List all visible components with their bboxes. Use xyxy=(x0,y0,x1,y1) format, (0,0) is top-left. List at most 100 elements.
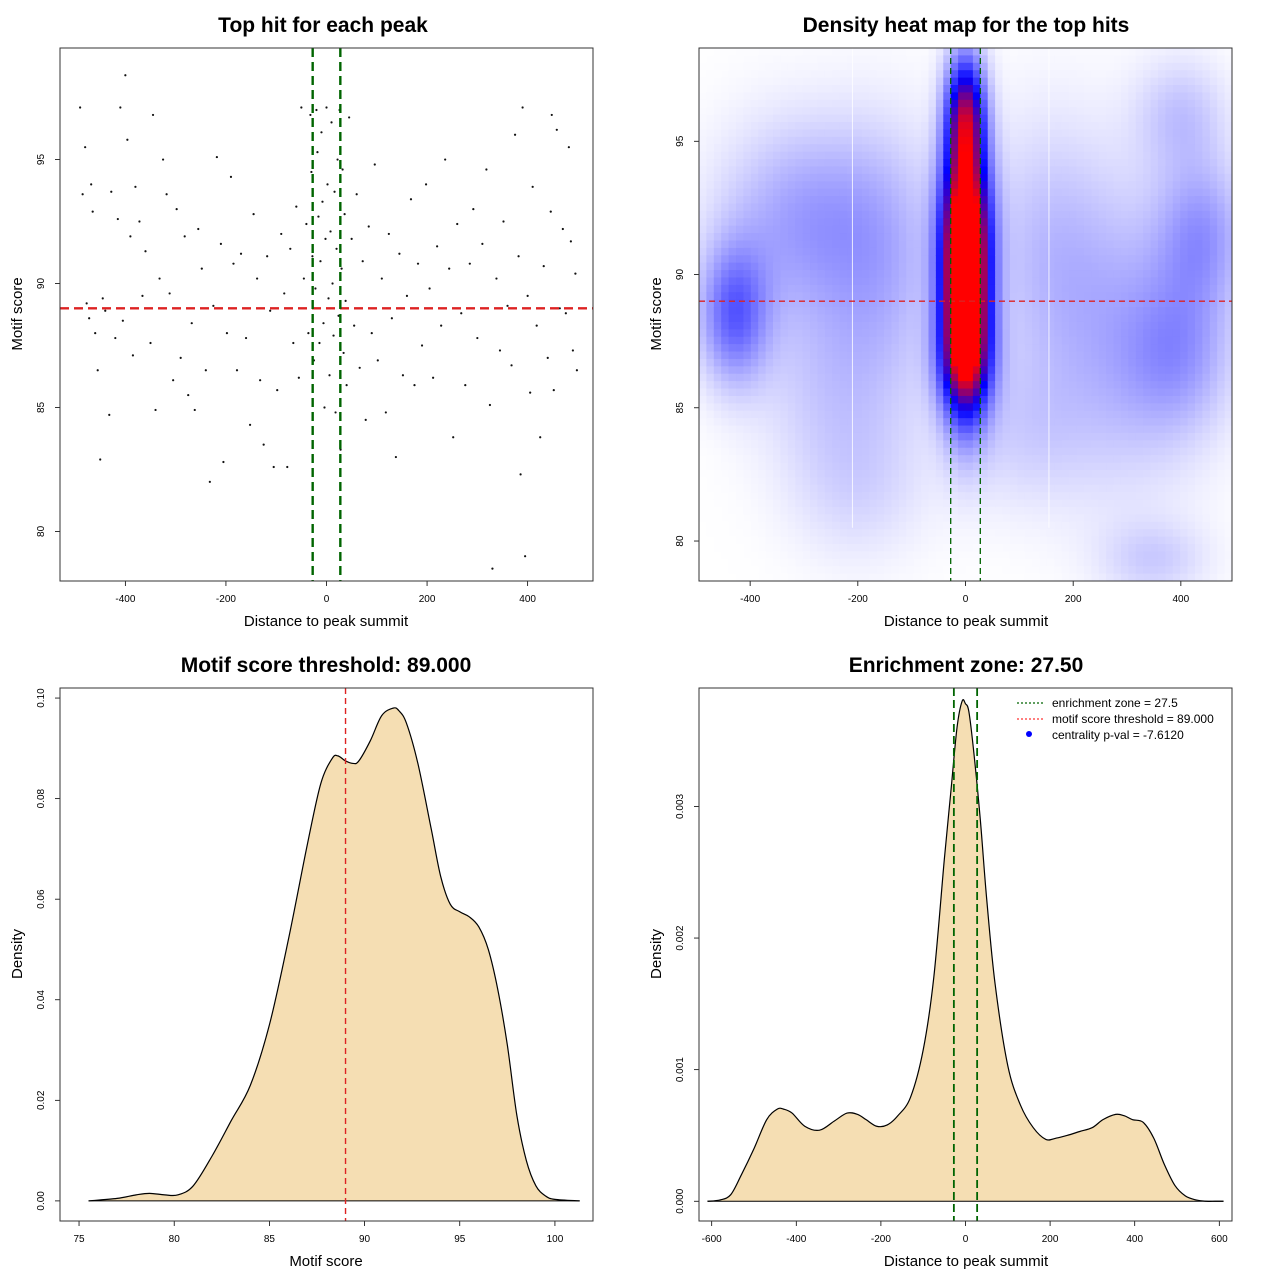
heatmap-cell xyxy=(1172,136,1181,145)
heatmap-cell xyxy=(1054,262,1063,271)
heatmap-cell xyxy=(787,218,796,227)
heatmap-cell xyxy=(995,225,1004,234)
heatmap-cell xyxy=(1165,529,1174,538)
heatmap-cell xyxy=(847,344,856,353)
heatmap-cell xyxy=(884,270,893,279)
heatmap-cell xyxy=(1143,566,1152,575)
heatmap-cell xyxy=(1002,469,1011,478)
heatmap-cell xyxy=(699,403,708,412)
heatmap-cell xyxy=(958,373,967,382)
heatmap-cell xyxy=(736,166,745,175)
heatmap-cell xyxy=(839,492,848,501)
heatmap-cell xyxy=(1113,477,1122,486)
heatmap-cell xyxy=(1098,566,1107,575)
heatmap-cell xyxy=(898,366,907,375)
heatmap-cell xyxy=(1054,196,1063,205)
heatmap-cell xyxy=(847,358,856,367)
heatmap-cell xyxy=(1091,492,1100,501)
heatmap-cell xyxy=(898,425,907,434)
heatmap-cell xyxy=(958,299,967,308)
data-point xyxy=(239,252,243,255)
heatmap-cell xyxy=(935,484,944,493)
heatmap-cell xyxy=(921,99,930,108)
heatmap-cell xyxy=(699,99,708,108)
heatmap-cell xyxy=(906,136,915,145)
heatmap-cell xyxy=(758,270,767,279)
heatmap-cell xyxy=(1150,92,1159,101)
heatmap-cell xyxy=(898,48,907,57)
heatmap-cell xyxy=(1054,299,1063,308)
heatmap-cell xyxy=(1002,181,1011,190)
heatmap-cell xyxy=(1032,462,1041,471)
heatmap-cell xyxy=(1009,159,1018,168)
heatmap-cell xyxy=(965,499,974,508)
heatmap-cell xyxy=(795,344,804,353)
heatmap-cell xyxy=(913,462,922,471)
heatmap-cell xyxy=(1157,136,1166,145)
heatmap-cell xyxy=(913,203,922,212)
heatmap-cell xyxy=(699,381,708,390)
heatmap-cell xyxy=(891,203,900,212)
heatmap-cell xyxy=(1172,129,1181,138)
heatmap-cell xyxy=(713,307,722,316)
data-point xyxy=(476,336,479,340)
heatmap-cell xyxy=(1135,314,1144,323)
heatmap-cell xyxy=(817,344,826,353)
heatmap-cell xyxy=(728,136,737,145)
heatmap-cell xyxy=(713,566,722,575)
heatmap-cell xyxy=(980,210,989,219)
heatmap-cell xyxy=(728,107,737,116)
heatmap-cell xyxy=(817,351,826,360)
heatmap-cell xyxy=(1143,455,1152,464)
heatmap-cell xyxy=(906,107,915,116)
heatmap-cell xyxy=(728,551,737,560)
heatmap-cell xyxy=(1165,477,1174,486)
heatmap-cell xyxy=(787,159,796,168)
heatmap-cell xyxy=(1083,558,1092,567)
heatmap-cell xyxy=(1076,107,1085,116)
heatmap-cell xyxy=(773,358,782,367)
heatmap-cell xyxy=(1083,159,1092,168)
heatmap-cell xyxy=(1039,403,1048,412)
heatmap-cell xyxy=(972,85,981,94)
heatmap-cell xyxy=(1046,403,1055,412)
heatmap-cell xyxy=(795,403,804,412)
heatmap-cell xyxy=(1157,455,1166,464)
heatmap-cell xyxy=(935,344,944,353)
heatmap-cell xyxy=(1128,136,1137,145)
data-point xyxy=(126,138,129,141)
heatmap-cell xyxy=(869,262,878,271)
heatmap-cell xyxy=(787,469,796,478)
heatmap-cell xyxy=(1135,403,1144,412)
data-point xyxy=(569,240,572,243)
heatmap-cell xyxy=(780,455,789,464)
heatmap-cell xyxy=(884,403,893,412)
heatmap-cell xyxy=(721,395,730,404)
heatmap-cell xyxy=(921,366,930,375)
heatmap-cell xyxy=(1106,351,1115,360)
heatmap-cell xyxy=(780,55,789,64)
heatmap-cell xyxy=(839,225,848,234)
heatmap-cell xyxy=(773,292,782,301)
heatmap-cell xyxy=(1120,85,1129,94)
heatmap-cell xyxy=(802,499,811,508)
heatmap-cell xyxy=(810,440,819,449)
heatmap-cell xyxy=(721,262,730,271)
heatmap-cell xyxy=(965,321,974,330)
heatmap-cell xyxy=(854,114,863,123)
heatmap-cell xyxy=(1113,203,1122,212)
heatmap-cell xyxy=(824,277,833,286)
heatmap-cell xyxy=(972,299,981,308)
heatmap-cell xyxy=(943,292,952,301)
heatmap-cell xyxy=(958,62,967,71)
heatmap-cell xyxy=(1046,247,1055,256)
heatmap-cell xyxy=(706,107,715,116)
data-point xyxy=(84,146,87,149)
heatmap-cell xyxy=(1157,166,1166,175)
heatmap-cell xyxy=(1120,440,1129,449)
heatmap-cell xyxy=(1046,477,1055,486)
heatmap-cell xyxy=(817,418,826,427)
heatmap-cell xyxy=(699,307,708,316)
heatmap-cell xyxy=(1172,432,1181,441)
heatmap-cell xyxy=(1039,395,1048,404)
